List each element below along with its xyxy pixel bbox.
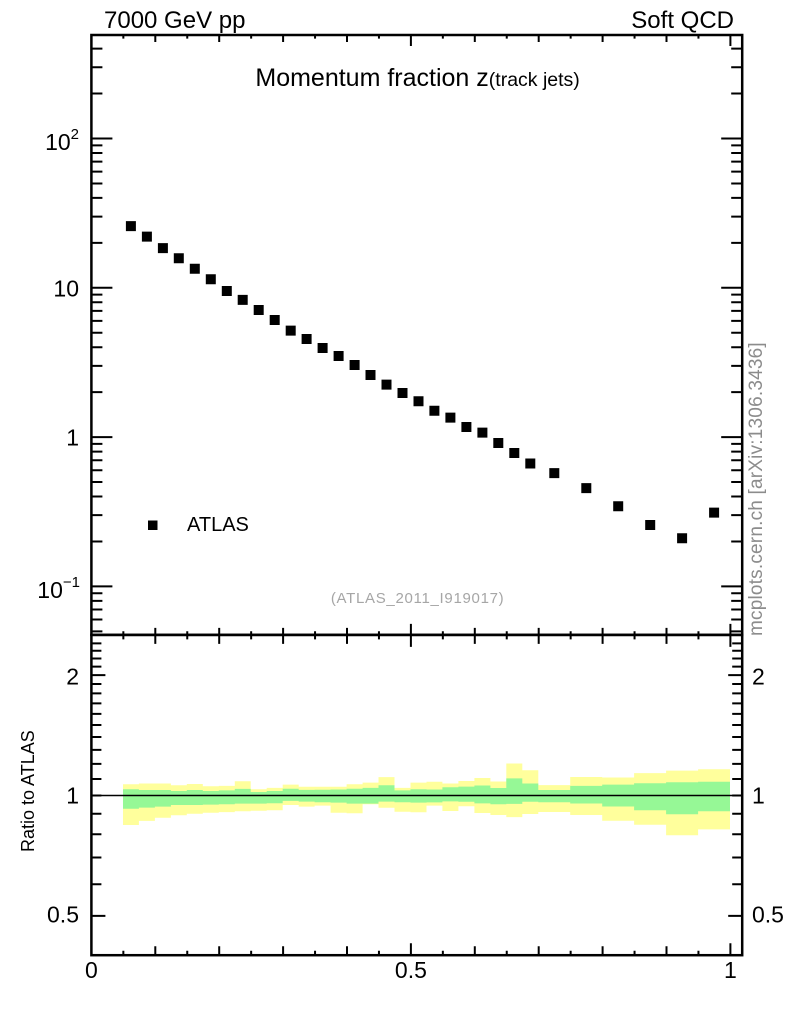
- svg-text:7000 GeV pp: 7000 GeV pp: [104, 7, 245, 34]
- svg-text:1: 1: [66, 425, 79, 451]
- svg-text:Soft QCD: Soft QCD: [631, 7, 734, 34]
- svg-text:10: 10: [53, 275, 79, 301]
- svg-text:Ratio to ATLAS: Ratio to ATLAS: [18, 730, 38, 852]
- svg-text:mcplots.cern.ch [arXiv:1306.34: mcplots.cern.ch [arXiv:1306.3436]: [746, 342, 767, 636]
- svg-text:(ATLAS_2011_I919017): (ATLAS_2011_I919017): [331, 590, 505, 607]
- svg-text:0.5: 0.5: [395, 957, 427, 983]
- svg-text:0.5: 0.5: [47, 902, 79, 928]
- svg-text:ATLAS: ATLAS: [187, 514, 249, 536]
- svg-text:Momentum fraction z(track jets: Momentum fraction z(track jets): [255, 64, 579, 92]
- svg-text:1: 1: [752, 783, 765, 809]
- svg-text:2: 2: [752, 663, 765, 689]
- svg-text:0.5: 0.5: [752, 902, 784, 928]
- svg-text:1: 1: [66, 783, 79, 809]
- svg-text:0: 0: [85, 957, 98, 983]
- svg-text:2: 2: [66, 663, 79, 689]
- svg-text:1: 1: [724, 957, 737, 983]
